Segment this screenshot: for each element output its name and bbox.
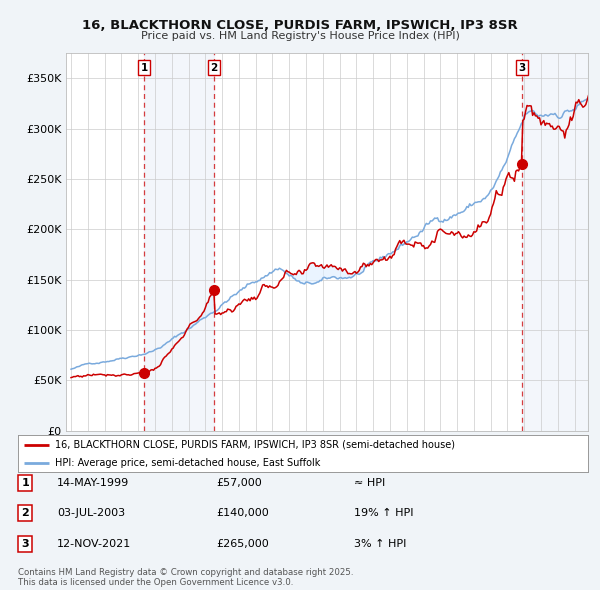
Text: HPI: Average price, semi-detached house, East Suffolk: HPI: Average price, semi-detached house,… <box>55 458 320 468</box>
Text: 03-JUL-2003: 03-JUL-2003 <box>57 509 125 518</box>
Text: Price paid vs. HM Land Registry's House Price Index (HPI): Price paid vs. HM Land Registry's House … <box>140 31 460 41</box>
Text: £140,000: £140,000 <box>216 509 269 518</box>
Text: Contains HM Land Registry data © Crown copyright and database right 2025.
This d: Contains HM Land Registry data © Crown c… <box>18 568 353 587</box>
Text: 3: 3 <box>22 539 29 549</box>
Bar <box>145 53 214 431</box>
Text: 1: 1 <box>141 63 148 73</box>
Text: 14-MAY-1999: 14-MAY-1999 <box>57 478 129 487</box>
Text: 1: 1 <box>22 478 29 487</box>
Text: £57,000: £57,000 <box>216 478 262 487</box>
Text: 19% ↑ HPI: 19% ↑ HPI <box>354 509 413 518</box>
Text: 12-NOV-2021: 12-NOV-2021 <box>57 539 131 549</box>
Bar <box>522 53 588 431</box>
Text: 16, BLACKTHORN CLOSE, PURDIS FARM, IPSWICH, IP3 8SR: 16, BLACKTHORN CLOSE, PURDIS FARM, IPSWI… <box>82 19 518 32</box>
Text: 3: 3 <box>518 63 526 73</box>
Text: £265,000: £265,000 <box>216 539 269 549</box>
Text: ≈ HPI: ≈ HPI <box>354 478 385 487</box>
Text: 16, BLACKTHORN CLOSE, PURDIS FARM, IPSWICH, IP3 8SR (semi-detached house): 16, BLACKTHORN CLOSE, PURDIS FARM, IPSWI… <box>55 440 455 450</box>
Text: 3% ↑ HPI: 3% ↑ HPI <box>354 539 406 549</box>
Text: 2: 2 <box>210 63 217 73</box>
Text: 2: 2 <box>22 509 29 518</box>
